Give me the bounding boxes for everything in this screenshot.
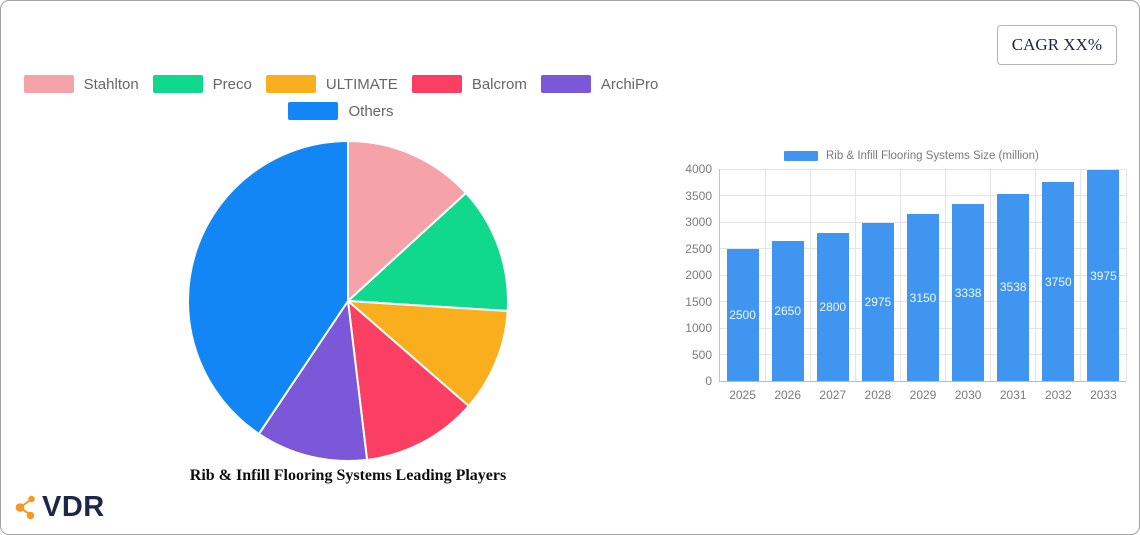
pie-slice-ultimate xyxy=(347,300,509,408)
bar-value-label: 3150 xyxy=(909,290,937,305)
bar-value-label: 2500 xyxy=(729,307,756,322)
gridline-v xyxy=(764,169,766,381)
bar-value-label: 2800 xyxy=(819,299,847,314)
bar-value-label: 2650 xyxy=(774,303,801,318)
y-tick-label: 1000 xyxy=(685,321,712,335)
bar-2033: 3975 xyxy=(1087,170,1120,381)
legend-item-balcrom[interactable]: Balcrom xyxy=(411,75,527,93)
legend-swatch xyxy=(411,75,462,93)
x-tick-label: 2025 xyxy=(729,388,756,402)
bar-2025: 2500 xyxy=(726,248,759,381)
legend-swatch xyxy=(288,102,339,120)
x-tick-label: 2029 xyxy=(909,388,937,402)
pie-title: Rib & Infill Flooring Systems Leading Pl… xyxy=(189,467,507,484)
bar-plot-area: 0 500 1000 1500 2000 2500 3000 3500 4000 2500 2025… xyxy=(685,162,1127,402)
pie-slice-preco xyxy=(347,191,509,313)
vdr-logo: VDR xyxy=(14,493,105,522)
gridline-v xyxy=(1125,169,1127,381)
legend-swatch xyxy=(540,75,591,93)
legend-item-preco[interactable]: Preco xyxy=(152,75,252,93)
y-tick-label: 1500 xyxy=(685,294,712,309)
x-tick-label: 2026 xyxy=(774,388,802,402)
gridline-v xyxy=(990,169,992,381)
bar-2028: 2975 xyxy=(861,223,894,381)
legend-label: ArchiPro xyxy=(600,75,659,93)
x-tick-label: 2032 xyxy=(1044,388,1072,402)
pie-slice-others xyxy=(186,140,349,435)
gridline-v xyxy=(854,169,856,381)
x-tick-label: 2030 xyxy=(954,388,982,402)
bar-legend-item[interactable]: Rib & Infill Flooring Systems Size (mill… xyxy=(784,150,1039,162)
bar-2026: 2650 xyxy=(771,240,804,381)
pie-slice-archipro xyxy=(257,300,369,462)
gridline-h xyxy=(720,195,1126,196)
x-tick-label: 2028 xyxy=(864,388,892,402)
gridline-v xyxy=(809,169,811,381)
x-tick-label: 2033 xyxy=(1090,388,1117,402)
bar-2032: 3750 xyxy=(1042,182,1075,381)
legend-item-ultimate[interactable]: ULTIMATE xyxy=(265,75,398,93)
y-tick-label: 3000 xyxy=(685,215,712,229)
pie-slice-balcrom xyxy=(347,300,470,461)
legend-swatch xyxy=(23,75,74,93)
legend-swatch xyxy=(152,75,203,93)
bar-legend-swatch xyxy=(784,151,818,161)
bar-value-label: 3975 xyxy=(1090,268,1117,283)
y-tick-label: 3500 xyxy=(685,188,712,203)
legend-item-others[interactable]: Others xyxy=(288,102,394,120)
gridline-h xyxy=(720,168,1126,170)
legend-item-archipro[interactable]: ArchiPro xyxy=(540,75,659,93)
gridline-v xyxy=(1035,169,1037,381)
y-tick-label: 0 xyxy=(705,374,712,388)
gridline-v xyxy=(899,169,901,381)
cagr-badge: CAGR XX% xyxy=(996,25,1117,65)
legend-label: Others xyxy=(348,102,394,120)
bar-legend-label: Rib & Infill Flooring Systems Size (mill… xyxy=(826,150,1039,162)
y-tick-label: 2500 xyxy=(685,241,712,256)
bar-2031: 3538 xyxy=(997,193,1030,381)
bar-value-label: 3750 xyxy=(1044,274,1072,289)
bar-2030: 3338 xyxy=(952,204,985,381)
bar-2029: 3150 xyxy=(907,214,939,381)
legend-swatch xyxy=(265,75,316,93)
share-icon xyxy=(15,495,35,520)
x-tick-label: 2031 xyxy=(999,388,1027,402)
bar-2027: 2800 xyxy=(816,232,849,381)
legend-item-stahlton[interactable]: Stahlton xyxy=(23,75,139,93)
gridline-v xyxy=(1080,169,1082,381)
legend-label: Balcrom xyxy=(471,75,527,93)
y-tick-label: 4000 xyxy=(685,162,712,176)
bar-value-label: 2975 xyxy=(864,295,892,310)
bar-value-label: 3338 xyxy=(954,285,982,300)
y-tick-label: 500 xyxy=(691,347,712,362)
legend-label: ULTIMATE xyxy=(325,75,398,93)
legend-label: Preco xyxy=(212,75,252,93)
pie-chart xyxy=(186,140,509,462)
x-tick-label: 2027 xyxy=(819,388,847,402)
pie-slice-stahlton xyxy=(347,140,467,302)
y-tick-label: 2000 xyxy=(685,268,712,282)
gridline-v xyxy=(945,169,947,381)
logo-text: VDR xyxy=(42,491,105,523)
pie-legend: Stahlton Preco ULTIMATE Balcrom ArchiPro Othe… xyxy=(21,75,661,120)
legend-label: Stahlton xyxy=(83,75,139,93)
bar-value-label: 3538 xyxy=(999,280,1027,295)
